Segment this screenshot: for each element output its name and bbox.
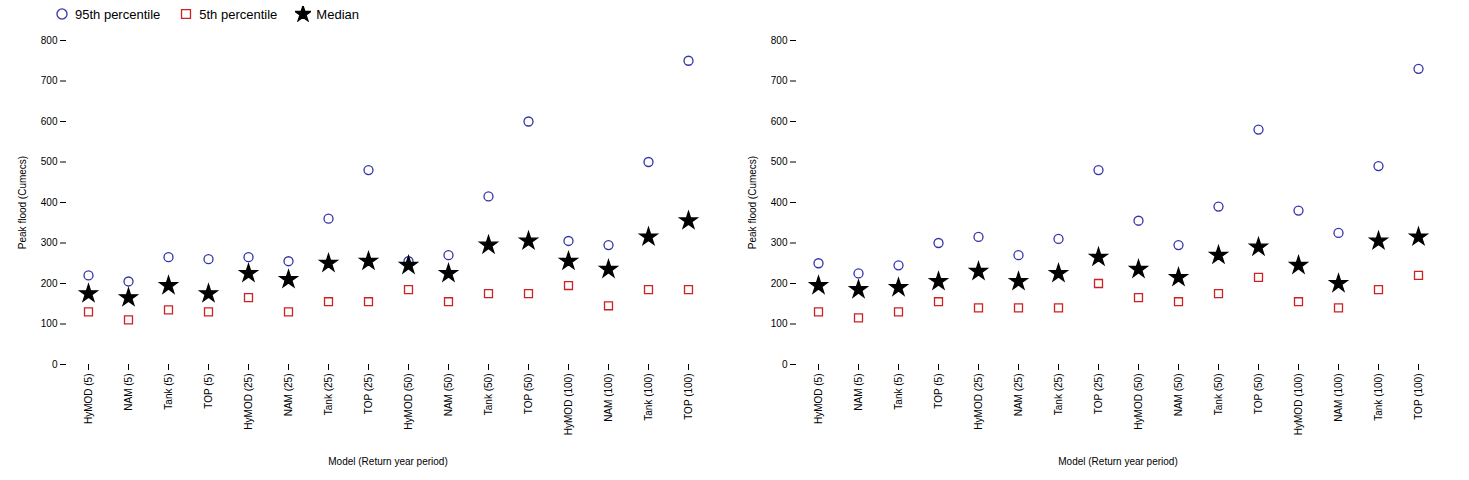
svg-text:Tank (100): Tank (100) — [1373, 374, 1384, 421]
svg-text:HyMOD (100): HyMOD (100) — [563, 374, 574, 436]
svg-text:NAM (100): NAM (100) — [603, 374, 614, 422]
svg-text:TOP (5): TOP (5) — [933, 374, 944, 409]
svg-text:HyMOD (5): HyMOD (5) — [813, 374, 824, 425]
svg-text:Model (Return year period): Model (Return year period) — [328, 456, 448, 467]
svg-text:TOP (50): TOP (50) — [1253, 374, 1264, 415]
svg-text:200: 200 — [41, 278, 58, 289]
svg-text:TOP (100): TOP (100) — [1413, 374, 1424, 420]
svg-text:100: 100 — [771, 318, 788, 329]
svg-text:HyMOD (25): HyMOD (25) — [973, 374, 984, 430]
svg-text:NAM (5): NAM (5) — [853, 374, 864, 411]
svg-text:NAM (50): NAM (50) — [443, 374, 454, 417]
svg-text:800: 800 — [771, 35, 788, 46]
svg-text:HyMOD (5): HyMOD (5) — [83, 374, 94, 425]
svg-text:Tank (100): Tank (100) — [643, 374, 654, 421]
svg-text:700: 700 — [41, 75, 58, 86]
svg-text:Peak flood (Cumecs): Peak flood (Cumecs) — [747, 156, 758, 249]
svg-text:TOP (25): TOP (25) — [363, 374, 374, 415]
svg-text:500: 500 — [41, 156, 58, 167]
svg-text:700: 700 — [771, 75, 788, 86]
svg-text:100: 100 — [41, 318, 58, 329]
svg-text:Peak flood (Cumecs): Peak flood (Cumecs) — [17, 156, 28, 249]
html-text:Median: Median — [316, 6, 359, 22]
svg-text:Tank (5): Tank (5) — [163, 374, 174, 410]
svg-text:TOP (5): TOP (5) — [203, 374, 214, 409]
svg-text:Model (Return year period): Model (Return year period) — [1058, 456, 1178, 467]
svg-text:HyMOD (25): HyMOD (25) — [243, 374, 254, 430]
svg-text:TOP (50): TOP (50) — [523, 374, 534, 415]
svg-text:0: 0 — [52, 359, 58, 370]
svg-text:Tank (5): Tank (5) — [893, 374, 904, 410]
svg-text:Tank (50): Tank (50) — [1213, 374, 1224, 416]
svg-text:HyMOD (50): HyMOD (50) — [403, 374, 414, 430]
svg-text:NAM (5): NAM (5) — [123, 374, 134, 411]
svg-text:Tank (25): Tank (25) — [323, 374, 334, 416]
svg-text:Tank (25): Tank (25) — [1053, 374, 1064, 416]
svg-text:400: 400 — [771, 197, 788, 208]
html-text:5th percentile: 5th percentile — [199, 6, 278, 22]
svg-text:500: 500 — [771, 156, 788, 167]
svg-text:300: 300 — [41, 237, 58, 248]
svg-text:NAM (25): NAM (25) — [283, 374, 294, 417]
svg-text:600: 600 — [41, 116, 58, 127]
svg-text:0: 0 — [782, 359, 788, 370]
svg-text:NAM (25): NAM (25) — [1013, 374, 1024, 417]
svg-text:NAM (50): NAM (50) — [1173, 374, 1184, 417]
svg-text:TOP (100): TOP (100) — [683, 374, 694, 420]
svg-text:200: 200 — [771, 278, 788, 289]
svg-text:Tank (50): Tank (50) — [483, 374, 494, 416]
svg-text:TOP (25): TOP (25) — [1093, 374, 1104, 415]
svg-text:300: 300 — [771, 237, 788, 248]
svg-text:HyMOD (100): HyMOD (100) — [1293, 374, 1304, 436]
svg-text:800: 800 — [41, 35, 58, 46]
svg-text:NAM (100): NAM (100) — [1333, 374, 1344, 422]
svg-text:HyMOD (50): HyMOD (50) — [1133, 374, 1144, 430]
svg-text:400: 400 — [41, 197, 58, 208]
html-text:95th percentile: 95th percentile — [75, 6, 161, 22]
svg-text:600: 600 — [771, 116, 788, 127]
